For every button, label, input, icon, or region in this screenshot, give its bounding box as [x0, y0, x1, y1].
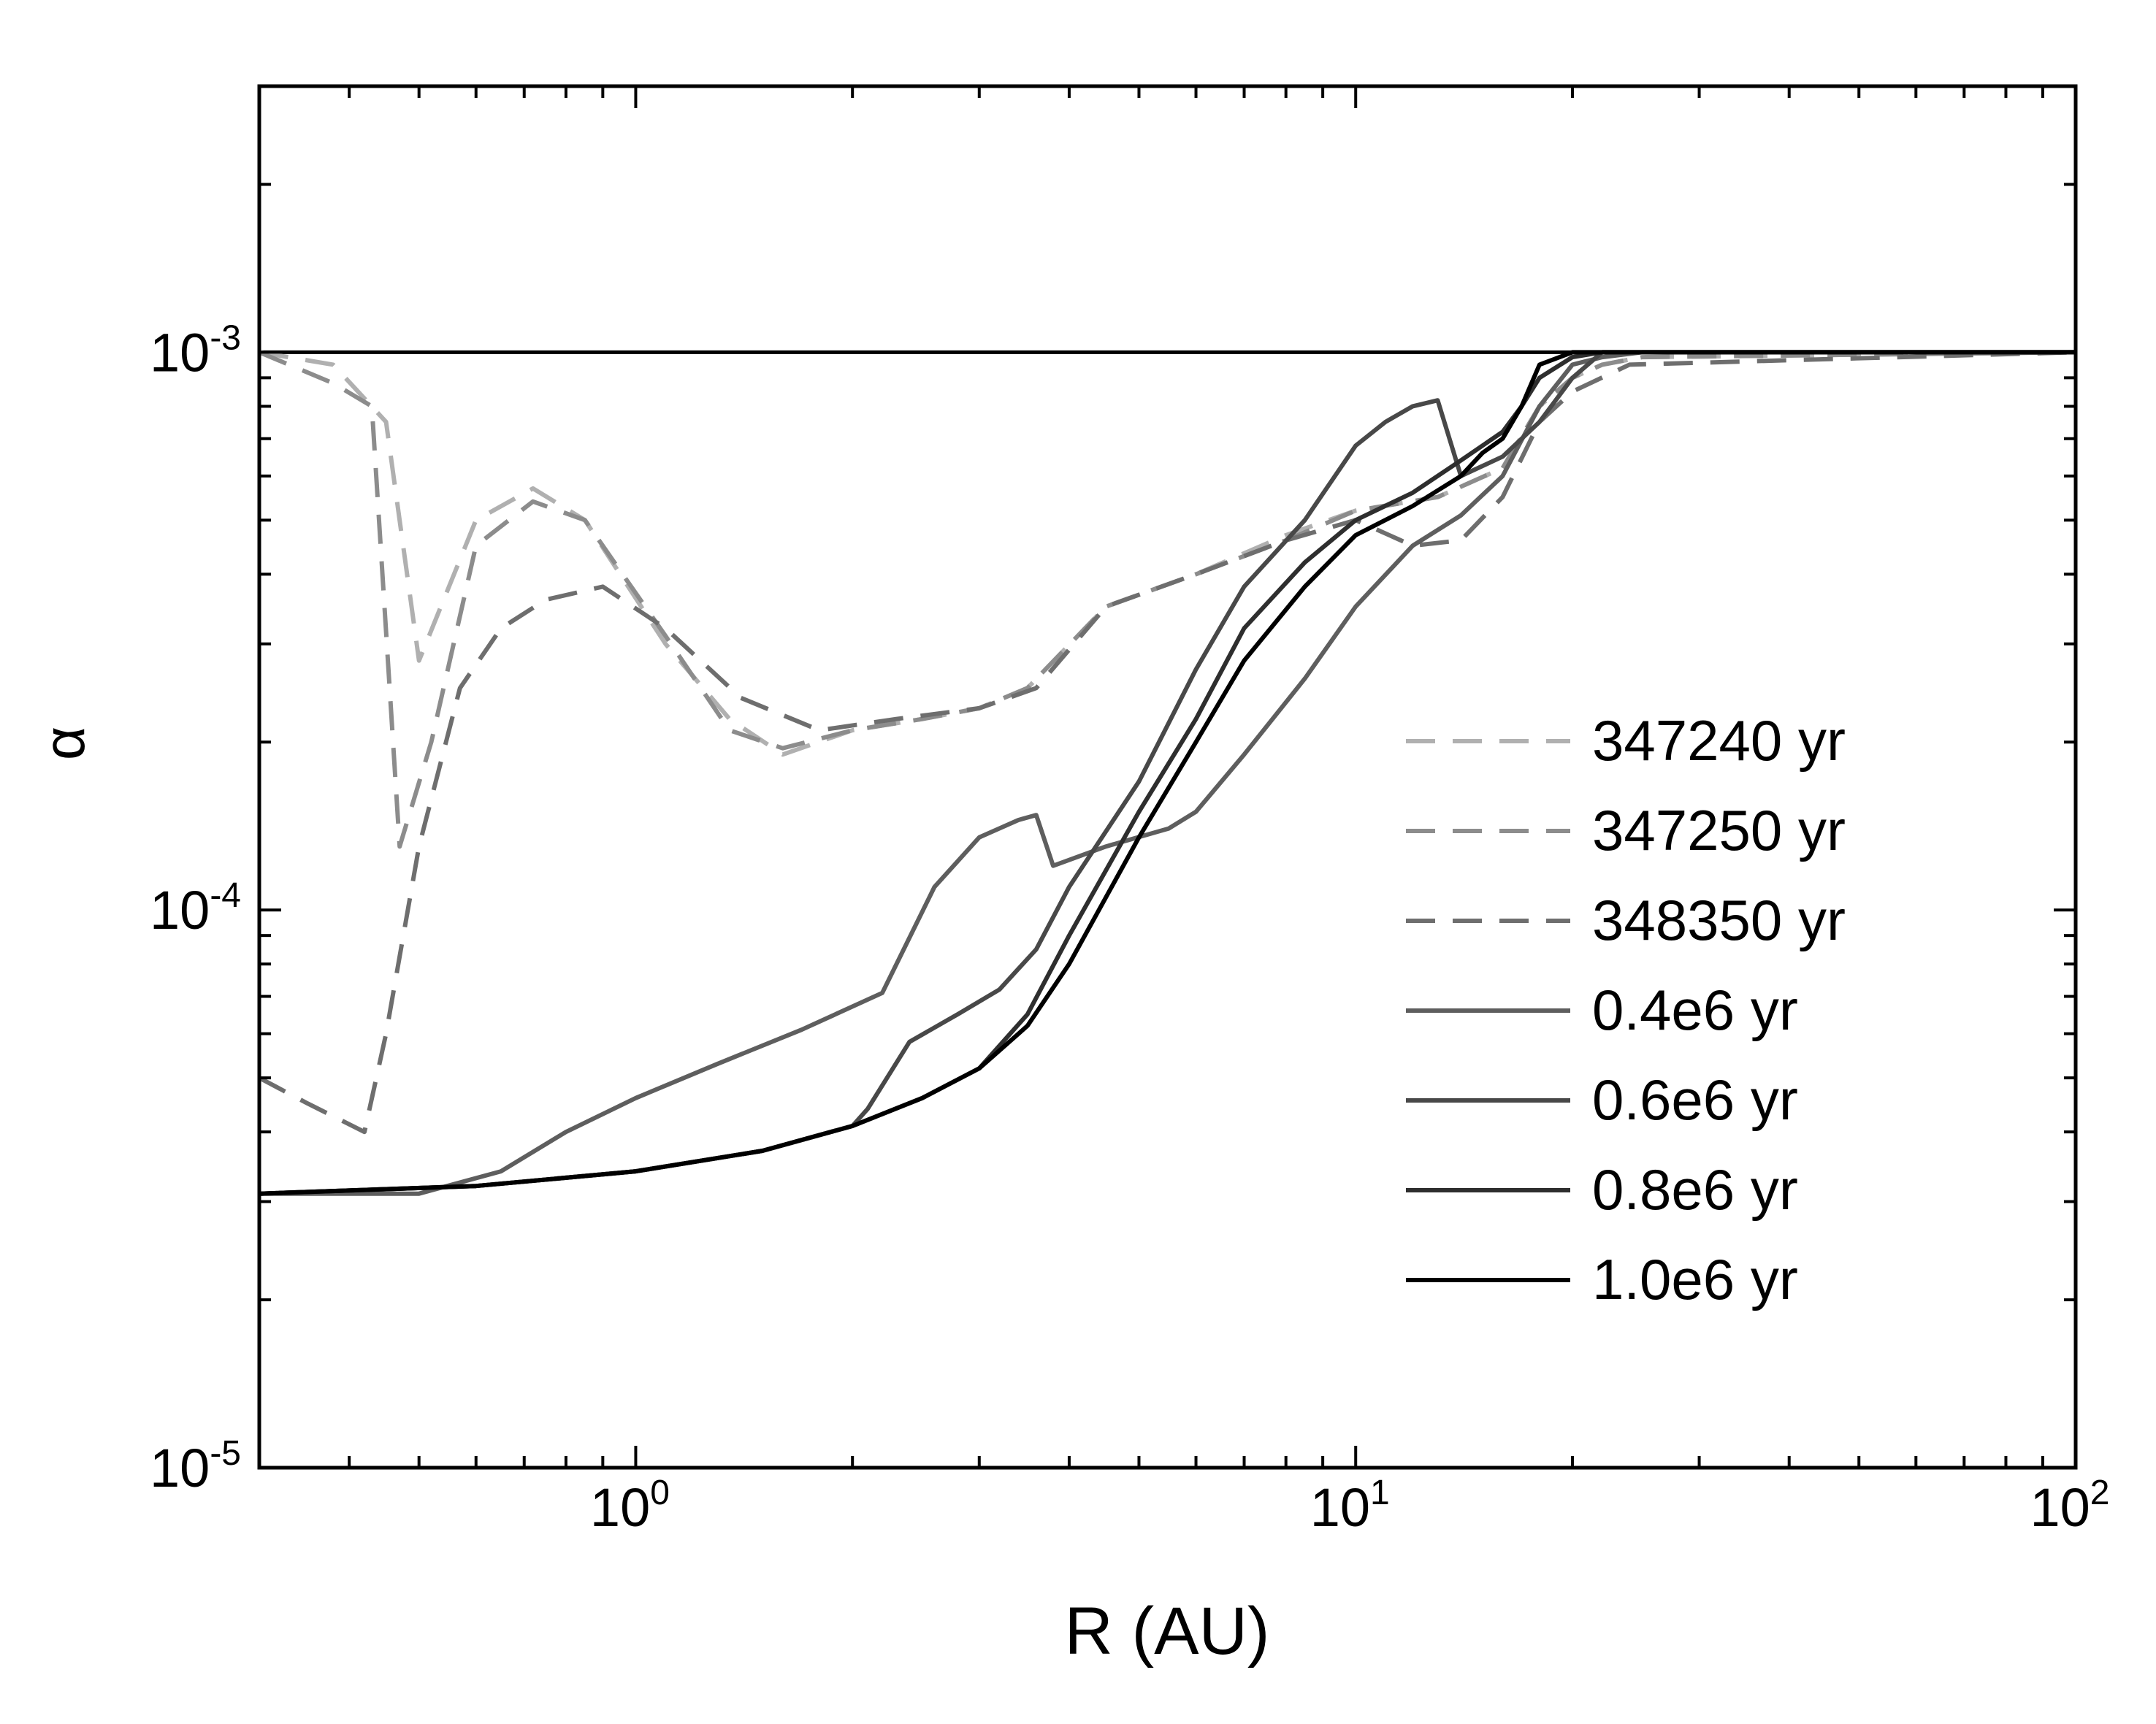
- series-line-5: [259, 350, 2076, 1196]
- legend-label-0: 347240 yr: [1592, 708, 1846, 773]
- legend-label-4: 0.6e6 yr: [1592, 1068, 1798, 1132]
- x-axis-label: R (AU): [1064, 1594, 1269, 1669]
- series-line-6: [259, 350, 2076, 1196]
- plot-frame: [257, 84, 2078, 1470]
- legend-label-1: 347250 yr: [1592, 798, 1846, 862]
- x-tick-label-2: 102: [2030, 1474, 2109, 1538]
- tick-layer: 100 101 102 10-5 10-4 10-3: [150, 85, 2110, 1538]
- x-tick-label-1: 101: [1310, 1474, 1390, 1538]
- x-tick-label-0: 100: [590, 1474, 670, 1538]
- y-tick-label-1: 10-4: [150, 876, 241, 940]
- series-line-4: [259, 350, 2076, 1196]
- y-tick-label-2: 10-3: [150, 318, 241, 383]
- legend-label-3: 0.4e6 yr: [1592, 978, 1798, 1042]
- series-line-2: [259, 350, 2076, 1135]
- legend: 347240 yr 347250 yr 348350 yr 0.4e6 yr 0.6e6…: [1406, 708, 1846, 1311]
- y-axis-label: α: [31, 727, 96, 760]
- series-line-0: [259, 350, 2076, 757]
- series-line-3: [259, 350, 2076, 1196]
- label-layer: R (AU) α: [31, 727, 1270, 1669]
- legend-label-5: 0.8e6 yr: [1592, 1157, 1798, 1222]
- series-layer: [259, 350, 2076, 1196]
- legend-label-2: 348350 yr: [1592, 888, 1846, 952]
- y-tick-label-0: 10-5: [150, 1434, 241, 1498]
- legend-label-6: 1.0e6 yr: [1592, 1247, 1798, 1311]
